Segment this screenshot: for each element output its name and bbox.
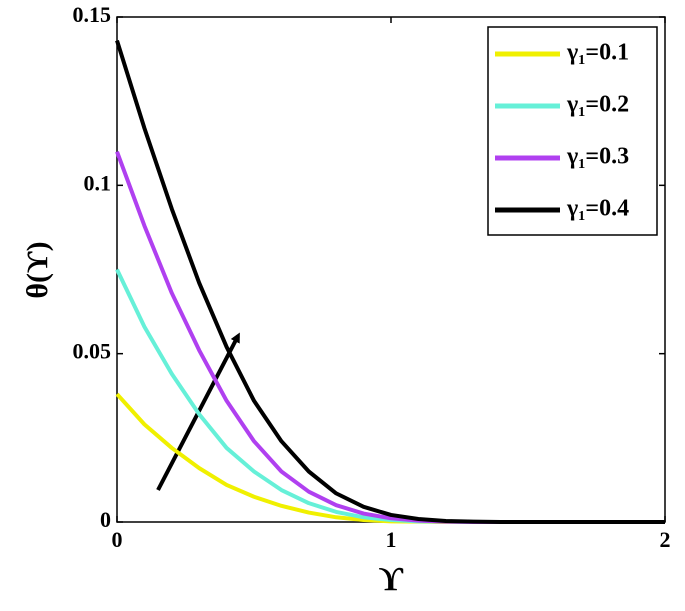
- legend-label: γ₁=0.1: [566, 40, 629, 66]
- x-tick-label: 1: [386, 527, 397, 552]
- data-line: [115, 268, 665, 524]
- x-tick-label: 0: [112, 527, 123, 552]
- legend-label: γ₁=0.3: [566, 144, 629, 170]
- x-axis-label: ϒ: [379, 561, 404, 598]
- data-line: [115, 39, 665, 524]
- y-axis-label: θ(ϒ): [21, 241, 54, 298]
- legend-label: γ₁=0.4: [566, 196, 629, 222]
- x-tick-label: 2: [660, 527, 671, 552]
- y-tick-label: 0: [100, 507, 111, 532]
- y-tick-label: 0.05: [73, 339, 112, 364]
- y-tick-label: 0.15: [73, 2, 112, 27]
- legend-label: γ₁=0.2: [566, 92, 629, 118]
- y-tick-label: 0.1: [84, 170, 112, 195]
- legend: [487, 26, 658, 236]
